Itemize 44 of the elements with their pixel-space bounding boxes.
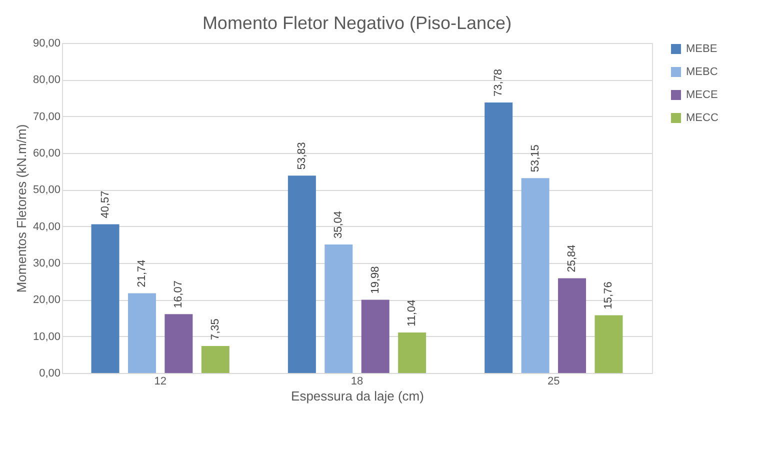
y-tick-label: 20,00 (32, 294, 60, 306)
bar (201, 346, 230, 373)
y-tick-label: 30,00 (32, 258, 60, 270)
y-tick-label: 60,00 (32, 148, 60, 160)
bar (521, 178, 550, 373)
x-tick-label: 12 (154, 376, 166, 388)
data-label: 21,74 (136, 260, 148, 288)
bar (361, 300, 390, 373)
y-tick-label: 80,00 (32, 74, 60, 86)
y-tick-label: 10,00 (32, 330, 60, 343)
x-tick-label: 25 (548, 376, 560, 388)
data-label: 25,84 (566, 244, 578, 272)
y-axis-title: Momentos Fletores (kN.m/m) (14, 124, 29, 293)
y-tick-label: 40,00 (32, 220, 60, 233)
y-tick-label: 50,00 (32, 184, 60, 196)
chart-title: Momento Fletor Negativo (Piso-Lance) (202, 13, 512, 33)
bar (484, 102, 513, 373)
bar (128, 293, 156, 373)
data-label: 15,76 (602, 282, 615, 310)
legend-label: MEBC (686, 66, 718, 78)
y-tick-label: 70,00 (32, 110, 60, 123)
data-label: 53,83 (296, 142, 308, 170)
data-label: 7,35 (209, 318, 222, 340)
y-tick-label: 0,00 (39, 368, 60, 380)
bar (324, 244, 353, 373)
data-label: 53,15 (529, 144, 542, 172)
data-label: 19,98 (369, 266, 382, 294)
bar (398, 332, 426, 373)
data-label: 40,57 (99, 190, 112, 218)
bar (558, 278, 586, 373)
bar (91, 224, 120, 373)
x-axis-title: Espessura da laje (cm) (291, 388, 424, 404)
bar (164, 314, 193, 373)
bar (288, 176, 316, 373)
data-label: 73,78 (492, 68, 505, 96)
data-label: 16,07 (172, 280, 185, 308)
x-tick-label: 18 (350, 376, 364, 388)
legend-label: MECE (686, 89, 718, 101)
data-label: 11,04 (406, 300, 418, 327)
y-tick-label: 90,00 (32, 38, 60, 50)
data-label: 35,04 (332, 210, 345, 239)
bar (594, 315, 623, 373)
legend-label: MEBE (686, 43, 718, 55)
legend-label: MECC (686, 112, 718, 124)
